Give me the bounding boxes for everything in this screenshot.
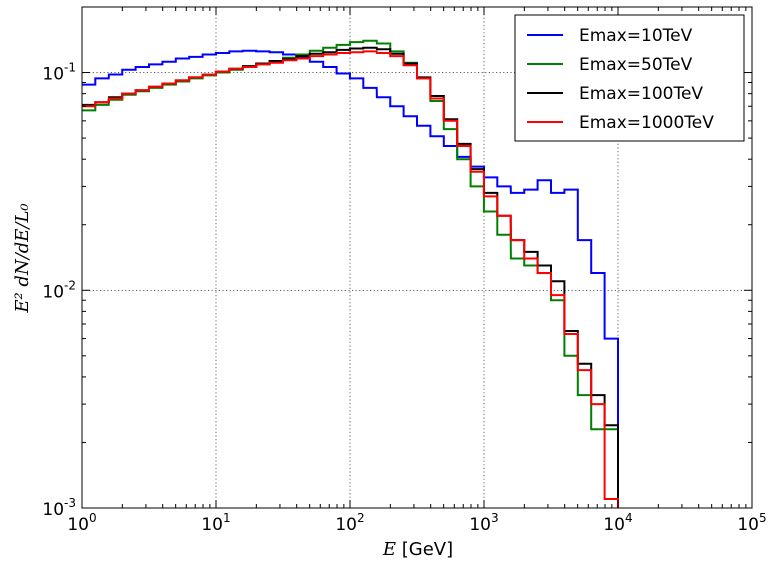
x-tick-base: 10 — [335, 515, 357, 535]
x-tick-exponent: 2 — [357, 511, 365, 525]
x-tick-base: 10 — [67, 515, 89, 535]
series-line-1 — [82, 49, 619, 508]
y-tick-exponent: -2 — [64, 278, 76, 292]
x-tick-label: 100 — [67, 511, 96, 535]
x-tick-exponent: 4 — [625, 511, 633, 525]
x-axis-unit: [GeV] — [402, 539, 453, 560]
x-tick-exponent: 3 — [491, 511, 499, 525]
x-tick-label: 105 — [737, 511, 766, 535]
y-tick-base: 10 — [42, 500, 64, 520]
plot-frame — [81, 6, 753, 509]
y-tick-base: 10 — [42, 282, 64, 302]
y-tick-base: 10 — [42, 65, 64, 85]
axis-ticks — [81, 6, 753, 509]
x-tick-label: 103 — [469, 511, 498, 535]
y-tick-labels: 10-310-210-1 — [42, 61, 76, 520]
x-axis-label: E [GeV] — [382, 539, 453, 560]
x-tick-base: 10 — [469, 515, 491, 535]
x-tick-base: 10 — [201, 515, 223, 535]
y-tick-label: 10-1 — [42, 61, 76, 85]
x-tick-label: 104 — [603, 511, 632, 535]
x-tick-base: 10 — [737, 515, 759, 535]
x-tick-exponent: 1 — [223, 511, 231, 525]
y-tick-label: 10-3 — [42, 496, 76, 520]
x-tick-base: 10 — [603, 515, 625, 535]
x-tick-label: 102 — [335, 511, 364, 535]
series-line-4 — [82, 50, 619, 508]
legend-label: Emax=50TeV — [579, 55, 693, 75]
legend: Emax=10TeV Emax=50TeV Emax=100TeV Emax=1000… — [514, 14, 745, 142]
x-tick-label: 101 — [201, 511, 230, 535]
x-tick-exponent: 0 — [89, 511, 97, 525]
x-tick-labels: 100 101 102 103 104 105 — [67, 511, 766, 535]
x-tick-exponent: 5 — [759, 511, 767, 525]
y-tick-label: 10-2 — [42, 278, 76, 302]
y-tick-exponent: -1 — [64, 61, 76, 75]
legend-label: Emax=10TeV — [579, 26, 693, 46]
x-axis-symbol: E — [382, 539, 396, 560]
legend-label: Emax=1000TeV — [579, 113, 714, 133]
y-axis-label: E² dN/dE/L₀ — [12, 203, 33, 313]
legend-label: Emax=100TeV — [579, 84, 703, 104]
series-layer — [82, 39, 619, 508]
y-tick-exponent: -3 — [64, 496, 76, 510]
